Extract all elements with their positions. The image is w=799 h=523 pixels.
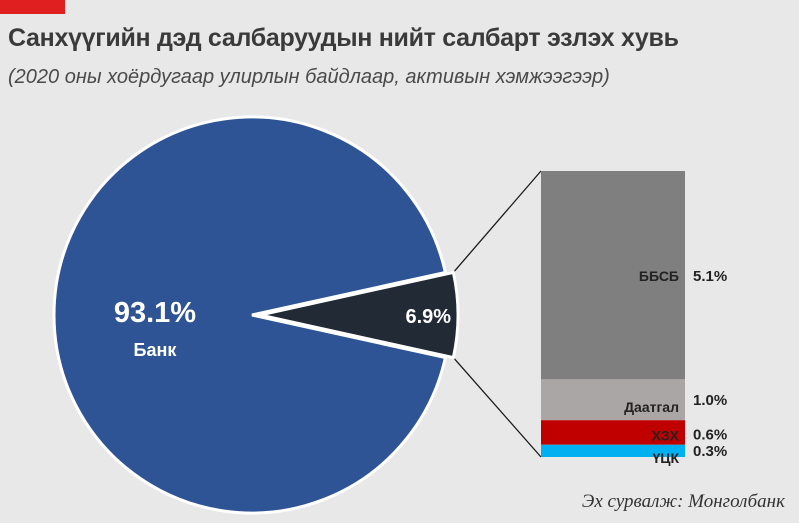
connector-lines [452,170,542,458]
chart-title: Санхүүгийн дэд салбаруудын нийт салбарт … [8,24,679,52]
source-note: Эх сурвалж: Монголбанк [581,491,785,512]
bar-label-uck: ҮЦК [652,450,679,466]
bar-segment-daatgal [541,379,685,421]
bar-segment-bbsb [541,171,685,380]
connector-line-top [452,170,542,273]
pie-chart [52,115,460,515]
bar-value-bbsb: 5.1% [693,268,727,285]
chart-labels: 93.1% Банк 6.9% ББСБ 5.1% Даатгал 1.0% ХЗХ 0.6% Ү… [114,268,727,466]
bar-value-daatgal: 1.0% [693,392,727,409]
bar-value-hzh: 0.6% [693,426,727,443]
chart-subtitle: (2020 оны хоёрдугаар улирлын байдлаар, а… [8,66,610,88]
breakdown-bar [541,171,685,457]
bar-label-bbsb: ББСБ [639,268,679,284]
bar-value-uck: 0.3% [693,443,727,460]
pie-slice-other [259,270,460,360]
pie-label-other-value: 6.9% [406,306,452,328]
pie-label-bank-name: Банк [134,340,178,360]
pie-slice-bank [52,115,448,515]
bar-label-daatgal: Даатгал [624,399,679,415]
bar-segment-hzh [541,420,685,445]
pie-label-bank-value: 93.1% [114,297,196,329]
bar-segment-uck [541,444,685,457]
bar-label-hzh: ХЗХ [652,427,680,443]
accent-bar [0,0,65,14]
connector-line-bottom [452,357,542,458]
